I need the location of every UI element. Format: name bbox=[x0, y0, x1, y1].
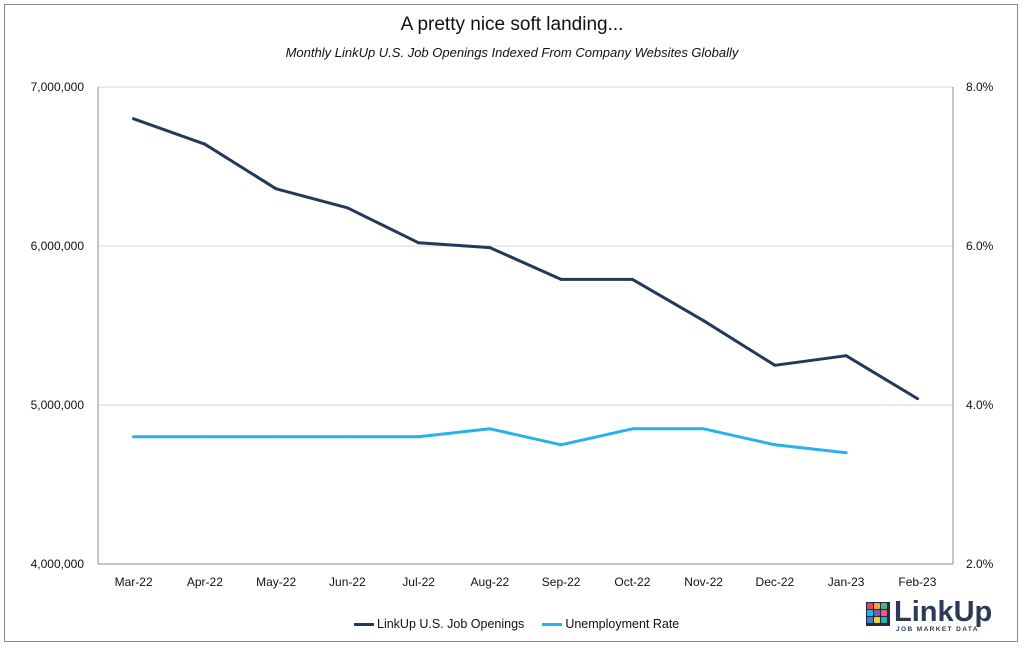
logo-grid-cell bbox=[867, 603, 873, 609]
logo-grid-cell bbox=[881, 603, 887, 609]
data-point bbox=[559, 277, 563, 281]
legend-swatch-unemployment-rate bbox=[542, 622, 563, 626]
x-tick-label: Oct-22 bbox=[614, 575, 650, 589]
logo-grid-cell bbox=[867, 617, 873, 623]
legend-item-unemployment-rate: Unemployment Rate bbox=[542, 617, 679, 631]
legend: LinkUp U.S. Job Openings Unemployment Ra… bbox=[354, 617, 697, 631]
y-right-tick-label: 2.0% bbox=[966, 557, 994, 571]
data-point bbox=[773, 363, 777, 367]
data-point bbox=[702, 427, 706, 431]
data-point bbox=[559, 443, 563, 447]
logo-grid-icon bbox=[866, 602, 890, 626]
logo-grid-cell bbox=[874, 603, 880, 609]
x-tick-label: Dec-22 bbox=[756, 575, 795, 589]
chart-subtitle: Monthly LinkUp U.S. Job Openings Indexed… bbox=[285, 45, 739, 60]
chart-title: A pretty nice soft landing... bbox=[400, 14, 624, 35]
y-right-tick-label: 6.0% bbox=[966, 239, 994, 253]
x-tick-label: Nov-22 bbox=[684, 575, 723, 589]
data-point bbox=[702, 319, 706, 323]
x-tick-label: Feb-23 bbox=[898, 575, 936, 589]
logo-grid-cell bbox=[874, 610, 880, 616]
legend-label-job-openings: LinkUp U.S. Job Openings bbox=[377, 617, 525, 631]
data-point bbox=[132, 117, 136, 121]
data-point bbox=[630, 427, 634, 431]
y-left-tick-label: 4,000,000 bbox=[31, 557, 85, 571]
data-point bbox=[915, 397, 919, 401]
y-right-tick-label: 8.0% bbox=[966, 80, 994, 94]
x-tick-label: Aug-22 bbox=[471, 575, 510, 589]
logo-grid-cell bbox=[867, 610, 873, 616]
chart-frame bbox=[4, 4, 1018, 642]
x-tick-label: Sep-22 bbox=[542, 575, 581, 589]
x-tick-label: Jul-22 bbox=[402, 575, 435, 589]
data-point bbox=[488, 246, 492, 250]
data-point bbox=[844, 354, 848, 358]
data-point bbox=[274, 435, 278, 439]
data-point bbox=[488, 427, 492, 431]
data-point bbox=[274, 187, 278, 191]
legend-swatch-job-openings bbox=[354, 622, 374, 626]
logo-grid-cell bbox=[881, 617, 887, 623]
series-line-unemployment-rate bbox=[132, 427, 848, 455]
logo-wordmark: LinkUp bbox=[894, 596, 993, 628]
logo-grid-cell bbox=[881, 610, 887, 616]
x-tick-label: Jan-23 bbox=[828, 575, 865, 589]
data-point bbox=[132, 435, 136, 439]
data-point bbox=[345, 206, 349, 210]
y-left-tick-label: 6,000,000 bbox=[31, 239, 85, 253]
series-line-job-openings bbox=[132, 117, 919, 401]
y-right-tick-label: 4.0% bbox=[966, 398, 994, 412]
data-point bbox=[203, 435, 207, 439]
y-left-tick-label: 7,000,000 bbox=[31, 80, 85, 94]
data-point bbox=[630, 277, 634, 281]
data-point bbox=[773, 443, 777, 447]
data-point bbox=[345, 435, 349, 439]
y-left-tick-label: 5,000,000 bbox=[31, 398, 85, 412]
data-point bbox=[417, 435, 421, 439]
logo-tagline: JOB MARKET DATA bbox=[896, 626, 979, 633]
legend-item-job-openings: LinkUp U.S. Job Openings bbox=[354, 617, 524, 631]
data-point bbox=[417, 241, 421, 245]
logo-grid-cell bbox=[874, 617, 880, 623]
x-tick-label: Jun-22 bbox=[329, 575, 366, 589]
data-point bbox=[844, 451, 848, 455]
legend-label-unemployment-rate: Unemployment Rate bbox=[565, 617, 680, 631]
linkup-logo: LinkUp JOB MARKET DATA bbox=[866, 596, 1008, 634]
x-tick-label: Mar-22 bbox=[115, 575, 153, 589]
x-tick-label: Apr-22 bbox=[187, 575, 223, 589]
data-point bbox=[203, 142, 207, 146]
x-tick-label: May-22 bbox=[256, 575, 296, 589]
